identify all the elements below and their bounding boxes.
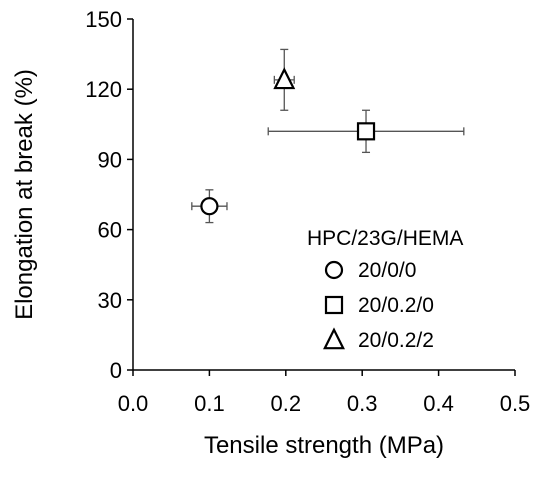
legend: HPC/23G/HEMA 20/0/0 20/0.2/0 20/0.2/2 [307, 227, 463, 352]
x-tick-label: 0.1 [194, 391, 225, 416]
y-axis-title: Elongation at break (%) [11, 69, 38, 320]
data-point-triangle [273, 67, 296, 90]
x-tick-label: 0.3 [347, 391, 378, 416]
error-bars [191, 48, 465, 224]
y-tick-label: 0 [110, 358, 122, 383]
legend-label: 20/0.2/2 [358, 329, 434, 352]
data-point-circle [200, 197, 219, 216]
plot-area: 0 30 60 90 120 150 0.0 0.1 0.2 0.3 0.4 0.5 [85, 7, 530, 416]
legend-marker-square [324, 295, 344, 315]
legend-label: 20/0/0 [358, 259, 416, 282]
legend-marker-circle [324, 260, 344, 280]
y-ticks: 0 30 60 90 120 150 [85, 7, 133, 383]
x-tick-label: 0.4 [423, 391, 454, 416]
x-tick-label: 0.0 [118, 391, 149, 416]
legend-items: 20/0/0 20/0.2/0 20/0.2/2 [323, 259, 434, 352]
y-tick-label: 120 [85, 77, 122, 102]
legend-label: 20/0.2/0 [358, 294, 434, 317]
data-point-square [356, 122, 376, 141]
legend-title: HPC/23G/HEMA [307, 227, 463, 250]
data-points [200, 67, 376, 216]
y-tick-label: 150 [85, 7, 122, 32]
x-axis-title: Tensile strength (MPa) [204, 432, 444, 459]
legend-marker-triangle [323, 327, 345, 350]
y-tick-label: 90 [98, 147, 122, 172]
x-tick-label: 0.2 [271, 391, 302, 416]
y-tick-label: 60 [98, 218, 122, 243]
y-tick-label: 30 [98, 288, 122, 313]
x-tick-label: 0.5 [500, 391, 531, 416]
x-ticks: 0.0 0.1 0.2 0.3 0.4 0.5 [118, 370, 531, 416]
